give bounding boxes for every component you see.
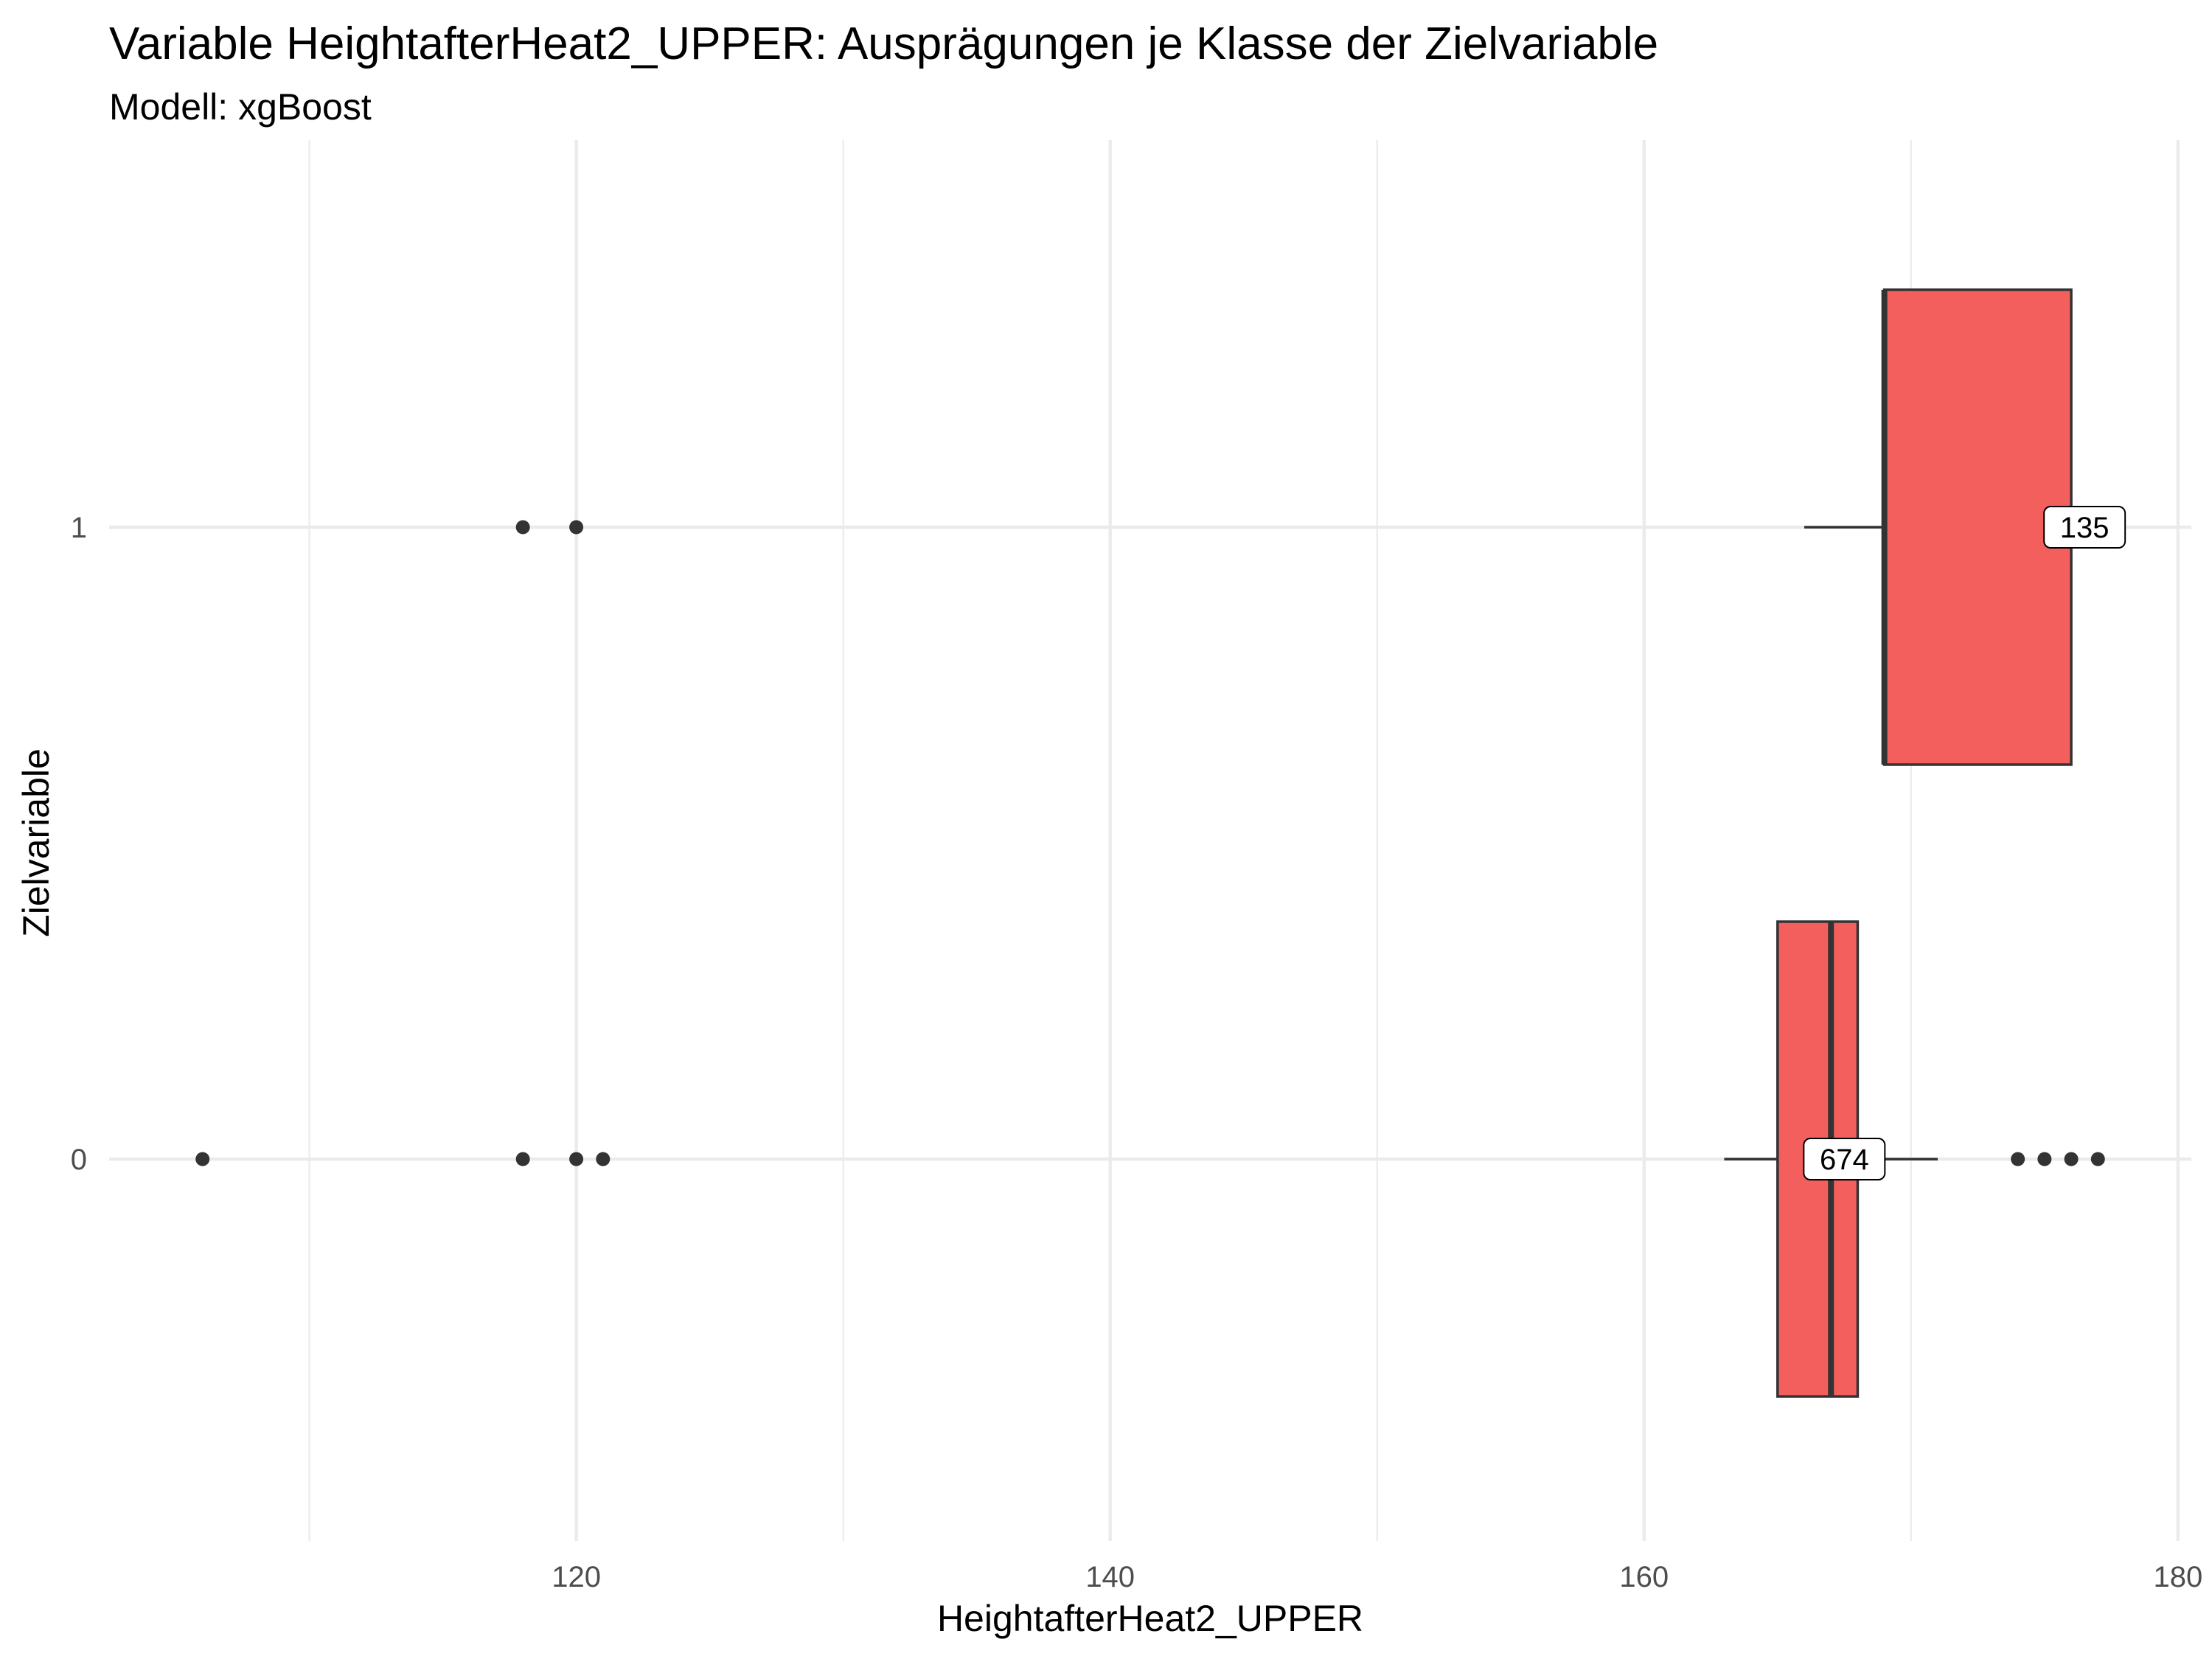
x-tick-label: 120 <box>552 1561 601 1593</box>
y-tick-label: 1 <box>71 512 87 544</box>
outlier-point <box>515 520 530 535</box>
outlier-point <box>2064 1152 2079 1166</box>
box-layer: 674 135 <box>195 288 2126 1398</box>
x-tick-label: 160 <box>1619 1561 1669 1593</box>
outlier-point <box>2037 1152 2052 1166</box>
outlier-point <box>515 1152 530 1166</box>
x-axis-title: HeightafterHeat2_UPPER <box>937 1598 1363 1639</box>
chart-title: Variable HeightafterHeat2_UPPER: Auspräg… <box>109 18 1658 69</box>
outlier-point <box>569 520 584 535</box>
outlier-point <box>195 1152 210 1166</box>
y-tick-label: 0 <box>71 1144 87 1176</box>
box-iqr <box>1882 288 2073 766</box>
x-tick-label: 180 <box>2154 1561 2203 1593</box>
count-label: 135 <box>2060 512 2110 544</box>
outlier-point <box>2011 1152 2025 1166</box>
x-tick-label: 140 <box>1085 1561 1135 1593</box>
outlier-point <box>596 1152 611 1166</box>
box-0: 674 <box>195 920 2105 1398</box>
y-axis-title: Zielvariable <box>15 748 57 937</box>
outlier-point <box>2090 1152 2105 1166</box>
count-label-box <box>1803 1138 1886 1180</box>
count-label-box <box>2043 506 2126 549</box>
count-label: 674 <box>1820 1144 1869 1176</box>
grid-layer <box>109 140 2191 1541</box>
chart-subtitle: Modell: xgBoost <box>109 86 372 128</box>
outlier-point <box>569 1152 584 1166</box>
tick-layer: 120 140 160 180 0 1 <box>71 512 2203 1593</box>
box-1: 135 <box>515 288 2126 766</box>
